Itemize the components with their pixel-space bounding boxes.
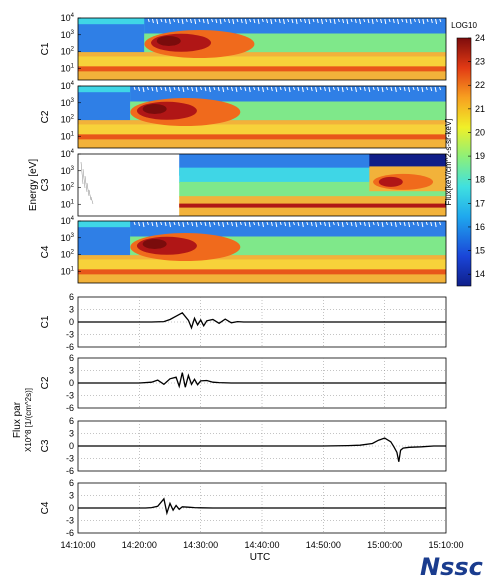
y-tick-label: 102 [61, 115, 75, 125]
panel-label: C4 [40, 245, 51, 258]
y-tick-label: 6 [69, 478, 74, 488]
panel-label: C3 [40, 439, 51, 452]
y-tick-label: 3 [69, 366, 74, 376]
spectrogram-C2: 101 102 103 104 C2 [40, 81, 447, 149]
x-tick-label: 14:40:00 [244, 540, 279, 550]
spectrogram-C1: 101 102 103 104 C1 [40, 13, 447, 81]
series-line-C1 [78, 311, 446, 330]
series-line-C4 [78, 497, 446, 516]
y-tick-label: 102 [61, 47, 75, 57]
colorbar-tick: 17 [475, 198, 485, 208]
colorbar-tick: 23 [475, 57, 485, 67]
colorbar-title: LOG10 [451, 21, 477, 30]
y-tick-label: 104 [61, 13, 75, 23]
flux-axis-label: Flux par [12, 401, 23, 438]
y-tick-label: 102 [61, 183, 75, 193]
panel-label: C1 [40, 42, 51, 55]
y-tick-label: 103 [61, 98, 75, 108]
flux-line-panels: -6 -3 0 3 6 C1 -6 -3 0 3 6 C2 -6 -3 0 3 6 C3 -6 -3 0 3 6 C4 14:1… [40, 292, 464, 550]
y-tick-label: -6 [66, 466, 74, 476]
y-tick-label: 103 [61, 233, 75, 243]
spectrogram-panels: 101 102 103 104 C1 101 102 103 104 C2 101 102 103 104… [40, 13, 447, 284]
colorbar-tick: 14 [475, 269, 485, 279]
y-tick-label: 3 [69, 429, 74, 439]
x-tick-label: 14:20:00 [122, 540, 157, 550]
y-tick-label: 0 [69, 317, 74, 327]
x-tick-label: 14:30:00 [183, 540, 218, 550]
y-tick-label: -3 [66, 516, 74, 526]
y-tick-label: -3 [66, 391, 74, 401]
line-panel-C2: -6 -3 0 3 6 C2 [40, 353, 447, 413]
spectrogram-C4: 101 102 103 104 C4 [40, 216, 447, 284]
colorbar-tick: 24 [475, 33, 485, 43]
y-tick-label: 0 [69, 503, 74, 513]
y-tick-label: -6 [66, 342, 74, 352]
energy-axis-label: Energy [eV] [28, 159, 39, 211]
panel-label: C2 [40, 376, 51, 389]
x-tick-label: 15:10:00 [428, 540, 463, 550]
y-tick-label: 104 [61, 81, 75, 91]
y-tick-label: -3 [66, 454, 74, 464]
colorbar-tick: 22 [475, 80, 485, 90]
axis-labels: Energy [eV] Flux par X10^8 [1/(cm^2s)] U… [12, 159, 270, 563]
series-line-C3 [78, 437, 446, 462]
colorbar: LOG10 14 15 16 17 18 19 20 21 22 23 24 Flux[keV/cm^2… [444, 21, 485, 287]
colorbar-tick: 15 [475, 246, 485, 256]
colorbar-tick: 16 [475, 222, 485, 232]
panel-label: C1 [40, 315, 51, 328]
y-tick-label: 0 [69, 441, 74, 451]
x-axis-label: UTC [250, 552, 271, 563]
panel-label: C4 [40, 501, 51, 514]
y-tick-label: 3 [69, 305, 74, 315]
colorbar-tick: 21 [475, 104, 485, 114]
y-tick-label: 101 [61, 131, 75, 141]
colorbar-gradient [456, 37, 472, 287]
y-tick-label: 103 [61, 30, 75, 40]
y-tick-label: 101 [61, 266, 75, 276]
x-tick-label: 14:10:00 [60, 540, 95, 550]
spectrogram-C3: 101 102 103 104 C3 [40, 149, 447, 217]
line-panel-C4: -6 -3 0 3 6 C4 [40, 478, 447, 538]
y-tick-label: -6 [66, 528, 74, 538]
y-tick-label: 6 [69, 353, 74, 363]
y-tick-label: 101 [61, 63, 75, 73]
series-line-C2 [78, 372, 446, 389]
nssc-logo: Nssc [420, 553, 483, 580]
y-tick-label: 3 [69, 491, 74, 501]
y-tick-label: 0 [69, 378, 74, 388]
y-tick-label: 104 [61, 149, 75, 159]
y-tick-label: -6 [66, 403, 74, 413]
colorbar-tick: 20 [475, 127, 485, 137]
colorbar-tick: 19 [475, 151, 485, 161]
y-tick-label: 6 [69, 416, 74, 426]
y-tick-label: -3 [66, 330, 74, 340]
y-tick-label: 102 [61, 250, 75, 260]
colorbar-label: Flux[keV/cm^2-s-sr-keV] [444, 119, 453, 206]
x-tick-label: 15:00:00 [367, 540, 402, 550]
x-tick-label: 14:50:00 [306, 540, 341, 550]
line-panel-C1: -6 -3 0 3 6 C1 [40, 292, 447, 352]
y-tick-label: 6 [69, 292, 74, 302]
y-tick-label: 101 [61, 199, 75, 209]
y-tick-label: 104 [61, 216, 75, 226]
y-tick-label: 103 [61, 166, 75, 176]
flux-unit-label: X10^8 [1/(cm^2s)] [24, 388, 33, 452]
panel-label: C3 [40, 178, 51, 191]
line-panel-C3: -6 -3 0 3 6 C3 [40, 416, 447, 476]
panel-label: C2 [40, 110, 51, 123]
colorbar-tick: 18 [475, 175, 485, 185]
